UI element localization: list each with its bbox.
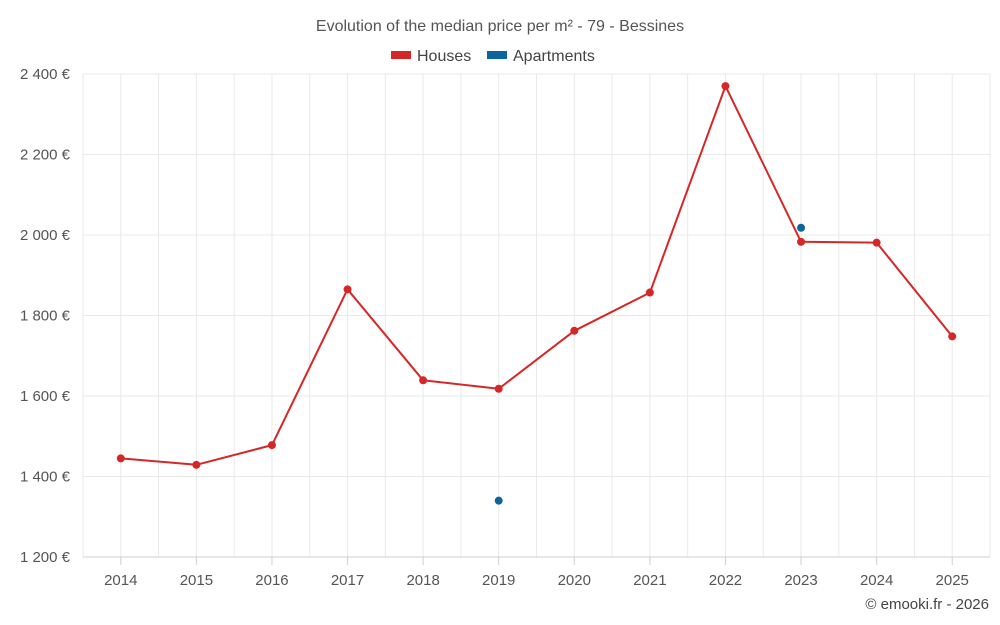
- y-tick-label: 2 200 €: [20, 147, 71, 164]
- data-point-houses-2016[interactable]: [267, 441, 276, 450]
- data-point-houses-2015[interactable]: [192, 460, 201, 469]
- legend: Houses Apartments: [391, 48, 595, 65]
- chart-title: Evolution of the median price per m² - 7…: [316, 18, 684, 35]
- legend-label-apartments: Apartments: [513, 48, 595, 65]
- data-point-apartments-2023[interactable]: [797, 223, 806, 232]
- grid: [82, 73, 991, 558]
- x-tick-label: 2024: [860, 572, 893, 589]
- series-line-houses: [120, 85, 953, 466]
- x-axis-ticks: 2014 2015 2016 2017 2018 2019 2020 2021 2022 2023…: [104, 557, 969, 589]
- data-point-houses-2017[interactable]: [343, 285, 352, 294]
- data-point-houses-2024[interactable]: [872, 238, 881, 247]
- x-tick-label: 2014: [104, 572, 137, 589]
- data-point-houses-2021[interactable]: [645, 288, 654, 297]
- y-tick-label: 1 200 €: [20, 549, 71, 566]
- y-tick-label: 1 600 €: [20, 388, 71, 405]
- x-tick-label: 2017: [331, 572, 364, 589]
- x-tick-label: 2023: [784, 572, 817, 589]
- data-point-houses-2022[interactable]: [721, 82, 730, 91]
- x-tick-label: 2018: [406, 572, 439, 589]
- series: [116, 82, 957, 505]
- data-point-apartments-2019[interactable]: [494, 496, 503, 505]
- data-point-houses-2020[interactable]: [570, 326, 579, 335]
- y-tick-label: 1 400 €: [20, 469, 71, 486]
- y-tick-label: 2 000 €: [20, 227, 71, 244]
- data-point-houses-2014[interactable]: [116, 454, 125, 463]
- legend-swatch-apartments: [487, 51, 507, 59]
- x-tick-label: 2016: [255, 572, 288, 589]
- data-point-houses-2023[interactable]: [797, 237, 806, 246]
- legend-label-houses: Houses: [417, 48, 471, 65]
- x-tick-label: 2025: [936, 572, 969, 589]
- x-tick-label: 2022: [709, 572, 742, 589]
- x-tick-label: 2019: [482, 572, 515, 589]
- credit-text: © emooki.fr - 2026: [865, 596, 989, 613]
- y-tick-label: 2 400 €: [20, 66, 71, 83]
- y-tick-label: 1 800 €: [20, 308, 71, 325]
- legend-swatch-houses: [391, 51, 411, 59]
- data-point-houses-2019[interactable]: [494, 384, 503, 393]
- x-tick-label: 2015: [180, 572, 213, 589]
- x-tick-label: 2020: [558, 572, 591, 589]
- data-point-houses-2025[interactable]: [948, 332, 957, 341]
- x-tick-label: 2021: [633, 572, 666, 589]
- data-point-houses-2018[interactable]: [419, 376, 428, 385]
- y-axis-ticks: 1 200 € 1 400 € 1 600 € 1 800 € 2 000 € 2 200…: [20, 66, 71, 566]
